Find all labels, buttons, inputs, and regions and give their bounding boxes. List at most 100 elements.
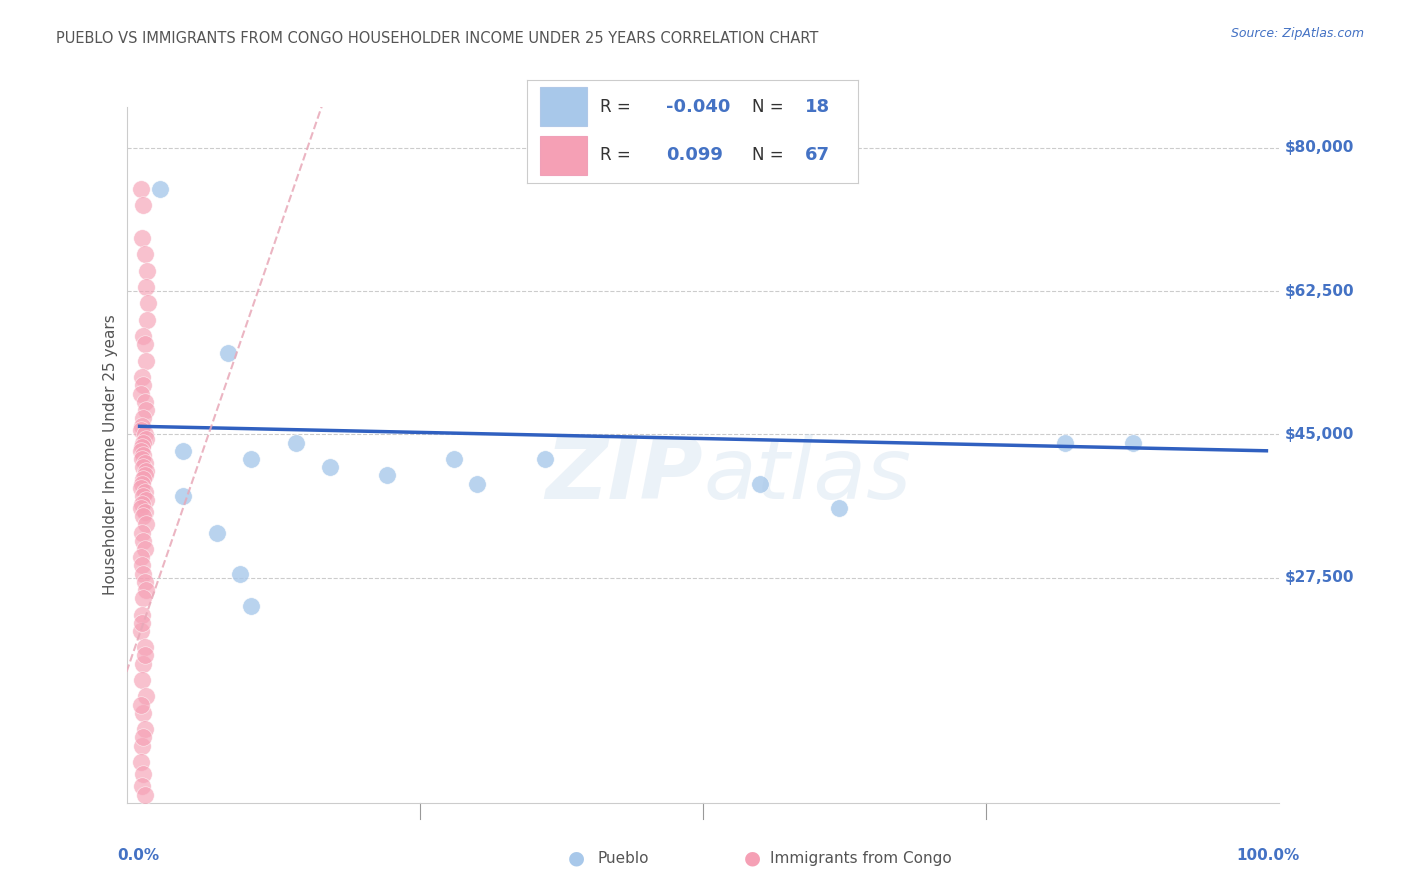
Text: $45,000: $45,000 bbox=[1285, 427, 1354, 442]
Point bbox=[129, 423, 152, 437]
Point bbox=[827, 501, 849, 516]
Point bbox=[135, 264, 157, 278]
Text: 0.0%: 0.0% bbox=[117, 848, 159, 863]
Point bbox=[134, 456, 156, 470]
Point bbox=[135, 432, 157, 446]
Point bbox=[217, 345, 239, 359]
Point bbox=[129, 443, 152, 458]
Point bbox=[131, 558, 153, 573]
Text: $80,000: $80,000 bbox=[1285, 140, 1354, 155]
Point bbox=[134, 648, 156, 663]
Y-axis label: Householder Income Under 25 years: Householder Income Under 25 years bbox=[103, 315, 118, 595]
Point bbox=[135, 403, 157, 417]
Point bbox=[132, 706, 155, 720]
Point bbox=[131, 739, 153, 753]
Point bbox=[129, 182, 152, 196]
Point bbox=[131, 497, 153, 511]
Point bbox=[135, 353, 157, 368]
Point bbox=[135, 582, 157, 597]
Point bbox=[134, 722, 156, 736]
Point bbox=[748, 476, 770, 491]
Point bbox=[131, 607, 153, 622]
Point bbox=[134, 468, 156, 483]
Point bbox=[129, 698, 152, 712]
Text: $27,500: $27,500 bbox=[1285, 570, 1355, 585]
Point bbox=[228, 566, 250, 581]
Point bbox=[131, 419, 153, 434]
Point bbox=[131, 780, 153, 794]
Point bbox=[129, 550, 152, 565]
Point bbox=[205, 525, 228, 540]
Point bbox=[132, 657, 155, 671]
Point bbox=[443, 452, 465, 467]
Point bbox=[319, 460, 342, 475]
Point bbox=[129, 624, 152, 638]
Point bbox=[239, 452, 262, 467]
Bar bbox=[540, 136, 586, 175]
Point bbox=[131, 615, 153, 630]
Point bbox=[149, 182, 172, 196]
Point bbox=[132, 591, 155, 606]
Point bbox=[134, 247, 156, 261]
Point bbox=[131, 525, 153, 540]
Text: Pueblo: Pueblo bbox=[598, 851, 650, 865]
Text: N =: N = bbox=[752, 98, 783, 116]
Point bbox=[172, 489, 194, 503]
Point bbox=[135, 492, 157, 507]
Point bbox=[132, 473, 155, 487]
Point bbox=[134, 574, 156, 589]
Point bbox=[134, 394, 156, 409]
Point bbox=[132, 767, 155, 781]
Text: N =: N = bbox=[752, 146, 783, 164]
Point bbox=[375, 468, 398, 483]
Point bbox=[1053, 435, 1076, 450]
Text: Immigrants from Congo: Immigrants from Congo bbox=[770, 851, 952, 865]
Point bbox=[129, 481, 152, 495]
Bar bbox=[540, 87, 586, 127]
Text: R =: R = bbox=[600, 146, 631, 164]
Point bbox=[132, 460, 155, 475]
Point bbox=[132, 731, 155, 745]
Point bbox=[134, 337, 156, 351]
Point bbox=[132, 566, 155, 581]
Point bbox=[129, 386, 152, 401]
Point bbox=[134, 505, 156, 519]
Text: 18: 18 bbox=[804, 98, 830, 116]
Point bbox=[132, 533, 155, 548]
Point bbox=[132, 435, 155, 450]
Point bbox=[135, 313, 157, 327]
Point bbox=[132, 489, 155, 503]
Point bbox=[129, 755, 152, 769]
Point bbox=[135, 280, 157, 294]
Point bbox=[134, 484, 156, 499]
Point bbox=[132, 448, 155, 462]
Point bbox=[1121, 435, 1143, 450]
Point bbox=[132, 378, 155, 392]
Point bbox=[131, 476, 153, 491]
Point bbox=[135, 690, 157, 704]
Text: atlas: atlas bbox=[703, 434, 911, 517]
Text: $62,500: $62,500 bbox=[1285, 284, 1355, 299]
Point bbox=[134, 542, 156, 557]
Point bbox=[131, 370, 153, 384]
Text: 100.0%: 100.0% bbox=[1236, 848, 1299, 863]
Text: ●: ● bbox=[568, 848, 585, 868]
Point bbox=[135, 464, 157, 478]
Point bbox=[132, 198, 155, 212]
Point bbox=[136, 296, 159, 310]
Text: ●: ● bbox=[744, 848, 761, 868]
Text: PUEBLO VS IMMIGRANTS FROM CONGO HOUSEHOLDER INCOME UNDER 25 YEARS CORRELATION CH: PUEBLO VS IMMIGRANTS FROM CONGO HOUSEHOL… bbox=[56, 31, 818, 46]
Point bbox=[132, 509, 155, 524]
Point bbox=[129, 501, 152, 516]
Text: Source: ZipAtlas.com: Source: ZipAtlas.com bbox=[1230, 27, 1364, 40]
Point bbox=[135, 517, 157, 532]
Point bbox=[465, 476, 488, 491]
Point bbox=[285, 435, 308, 450]
Text: 0.099: 0.099 bbox=[666, 146, 723, 164]
Point bbox=[134, 427, 156, 442]
Point bbox=[131, 673, 153, 687]
Point bbox=[132, 329, 155, 343]
Point bbox=[533, 452, 555, 467]
Text: -0.040: -0.040 bbox=[666, 98, 730, 116]
Text: 67: 67 bbox=[804, 146, 830, 164]
